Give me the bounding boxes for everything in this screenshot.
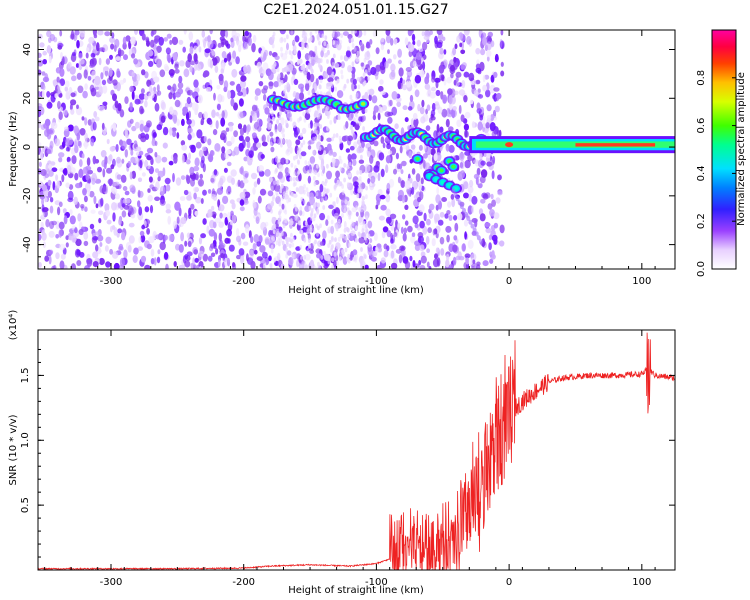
x-tick-label: 0: [506, 577, 512, 588]
x-tick-label: 0: [506, 276, 512, 287]
snr-panel: -300 -200 -100 0 100 0.5 1.0 1.5 Height of strai…: [8, 310, 676, 596]
colorbar: 0.0 0.2 0.4 0.6 0.8 Normalized spectral ampli…: [696, 29, 747, 277]
y-tick-label: 1.0: [20, 432, 31, 448]
x-axis-label: Height of straight line (km): [288, 285, 424, 296]
x-axis-label: Height of straight line (km): [288, 585, 424, 596]
x-tick-label: -100: [365, 276, 388, 287]
y-tick-label: 0: [22, 144, 33, 150]
x-tick-label: 100: [632, 276, 651, 287]
colorbar-tick-label: 0.4: [696, 165, 707, 181]
colorbar-tick-label: 0.8: [696, 70, 707, 86]
spectrogram-image: [38, 30, 675, 269]
y-tick-label: 40: [22, 43, 33, 56]
y-axis-multiplier: (x10⁴): [8, 310, 19, 341]
y-tick-label: 1.5: [20, 367, 31, 383]
colorbar-tick-label: 0.0: [696, 261, 707, 277]
colorbar-tick-label: 0.6: [696, 118, 707, 134]
x-tick-label: -100: [365, 577, 388, 588]
x-tick-label: -200: [232, 276, 255, 287]
y-tick-label: -40: [22, 236, 33, 252]
y-tick-label: 20: [22, 92, 33, 105]
y-tick-label: -20: [22, 188, 33, 204]
y-tick-label: 0.5: [20, 497, 31, 513]
x-tick-label: -300: [100, 577, 123, 588]
x-tick-label: 100: [632, 577, 651, 588]
y-axis-label: SNR (10 * v/v): [8, 414, 19, 485]
y-axis-label: Frequency (Hz): [8, 111, 19, 187]
snr-series-line: [38, 332, 675, 570]
colorbar-tick-label: 0.2: [696, 213, 707, 229]
spectrogram-frame: [37, 29, 676, 270]
colorbar-label: Normalized spectral amplitude: [736, 72, 747, 226]
x-tick-label: -200: [232, 577, 255, 588]
chart-title: C2E1.2024.051.01.15.G27: [263, 2, 448, 18]
snr-frame: [37, 329, 676, 571]
x-tick-label: -300: [100, 276, 123, 287]
colorbar-gradient: [711, 29, 737, 270]
